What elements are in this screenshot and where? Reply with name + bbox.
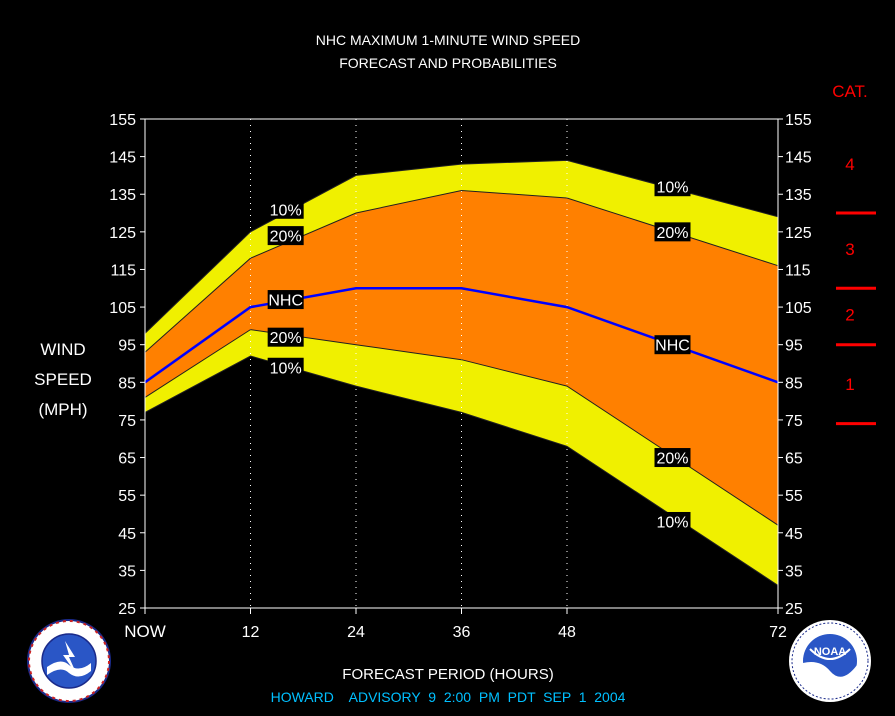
x-tick-label: 36: [453, 624, 471, 641]
noaa-logo-text: NOAA: [814, 646, 846, 658]
curve-label-box: [654, 448, 691, 468]
y-axis-label-line3: (MPH): [38, 400, 87, 419]
x-tick-label: 72: [769, 624, 787, 641]
y-tick-label-right: 85: [785, 375, 803, 392]
y-tick-label-left: 105: [109, 300, 136, 317]
curve-label-box: [267, 199, 304, 219]
y-tick-label-left: 125: [109, 225, 136, 242]
y-tick-label-left: 95: [118, 338, 136, 355]
curve-label-box: [654, 511, 691, 531]
noaa-logo: NOAA: [789, 620, 871, 702]
curve-label-box: [654, 222, 691, 242]
category-header: CAT.: [832, 82, 868, 101]
curve-label: NHC: [268, 293, 303, 310]
series-line-3: [144, 329, 779, 526]
y-tick-label-left: 115: [110, 262, 136, 279]
y-tick-label-right: 55: [785, 488, 803, 505]
y-tick-label-right: 115: [785, 262, 811, 279]
y-tick-label-left: 25: [118, 601, 136, 618]
curve-label: 20%: [656, 225, 688, 242]
y-axis-label-line1: WIND: [40, 340, 85, 359]
y-tick-label-right: 155: [785, 112, 812, 129]
category-label: 4: [845, 155, 854, 174]
nws-logo: [27, 619, 111, 703]
curve-label-box: [654, 335, 691, 355]
curve-label-box: [267, 226, 304, 246]
y-tick-label-right: 95: [785, 338, 803, 355]
series-line-4: [144, 355, 779, 586]
curve-label: NHC: [655, 338, 690, 355]
y-tick-label-right: 145: [785, 150, 812, 167]
y-tick-label-right: 65: [785, 451, 803, 468]
y-tick-label-left: 55: [118, 488, 136, 505]
curve-label: 10%: [656, 180, 688, 197]
category-label: 2: [845, 306, 854, 325]
curve-label: 20%: [270, 330, 302, 347]
category-label: 1: [845, 375, 854, 394]
chart-title-line1: NHC MAXIMUM 1-MINUTE WIND SPEED: [316, 32, 580, 48]
series-line-1: [144, 189, 779, 353]
curve-label: 10%: [270, 360, 302, 377]
curve-label-box: [267, 290, 304, 310]
chart-title-line2: FORECAST AND PROBABILITIES: [339, 55, 557, 71]
axis-ticks: 25 25 35 35 45 45 55 55 65 65 75 75 85 85 95 95 105 105 11…: [109, 112, 812, 641]
curve-label-box: [267, 327, 304, 347]
x-axis-label: FORECAST PERIOD (HOURS): [342, 666, 553, 683]
category-scale: 4 3 2 1: [836, 155, 876, 426]
y-tick-label-left: 85: [118, 375, 136, 392]
y-tick-label-left: 65: [118, 451, 136, 468]
y-tick-label-right: 35: [785, 563, 803, 580]
curve-label-box: [654, 177, 691, 197]
probability-bands: [145, 160, 778, 586]
curve-label: 20%: [270, 229, 302, 246]
y-tick-label-right: 75: [785, 413, 803, 430]
x-tick-label: 24: [347, 624, 365, 641]
series-line-2: [144, 287, 779, 384]
y-tick-label-right: 135: [785, 187, 812, 204]
y-tick-label-left: 135: [109, 187, 136, 204]
series-lines: [144, 159, 779, 586]
y-tick-label-right: 125: [785, 225, 812, 242]
curve-labels: 10% 20% NHC 20% 10% 10% 20% NHC 20% 10%: [267, 177, 691, 531]
y-tick-label-right: 105: [785, 300, 812, 317]
series-line-0: [144, 159, 779, 334]
y-tick-label-left: 45: [118, 526, 136, 543]
y-tick-label-left: 145: [109, 150, 136, 167]
x-tick-label: NOW: [124, 622, 166, 641]
category-label: 3: [845, 240, 854, 259]
y-axis-label-line2: SPEED: [34, 370, 92, 389]
curve-label: 10%: [270, 202, 302, 219]
y-tick-label-right: 45: [785, 526, 803, 543]
x-tick-label: 12: [242, 624, 260, 641]
y-tick-label-right: 25: [785, 601, 803, 618]
y-tick-label-left: 155: [109, 112, 136, 129]
curve-label-box: [267, 357, 304, 377]
advisory-line: HOWARD ADVISORY 9 2:00 PM PDT SEP 1 2004: [271, 689, 626, 705]
band-20-percent: [145, 190, 778, 526]
x-tick-label: 48: [558, 624, 576, 641]
curve-label: 20%: [656, 451, 688, 468]
y-tick-label-left: 75: [118, 413, 136, 430]
y-tick-label-left: 35: [118, 563, 136, 580]
curve-label: 10%: [656, 514, 688, 531]
